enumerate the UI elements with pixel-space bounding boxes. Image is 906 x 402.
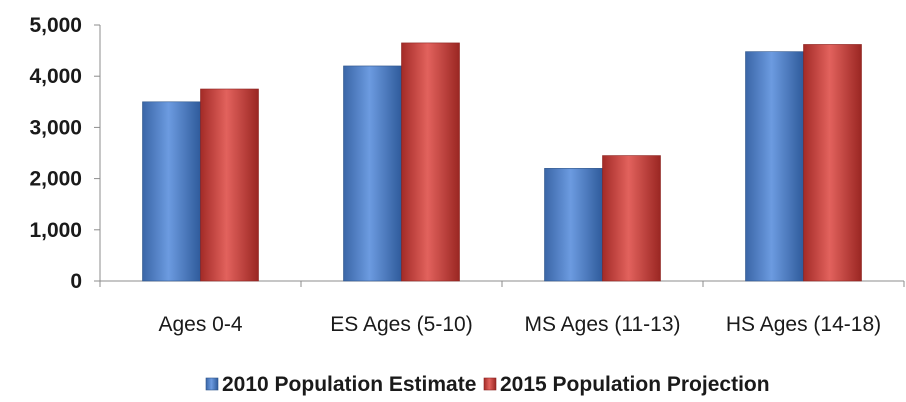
bar-2015-0 [200,88,259,282]
x-category-label: HS Ages (14-18) [726,313,881,336]
x-category-label: Ages 0-4 [158,313,242,336]
bar-2010-0 [142,101,201,282]
bar-2015-3 [803,44,862,282]
x-axis-categories: Ages 0-4 ES Ages (5-10) MS Ages (11-13) HS … [158,313,881,336]
bar-2015-1 [401,42,460,282]
y-tick-label: 2,000 [29,168,82,191]
y-tick-label: 0 [70,270,82,293]
bar-2010-2 [544,168,603,282]
y-axis-ticks: 0 1,000 2,000 3,000 4,000 5,000 [29,14,100,293]
y-tick-label: 3,000 [29,116,82,139]
bar-2015-2 [602,155,661,282]
legend-label-2010: 2010 Population Estimate [222,373,476,396]
y-tick-label: 1,000 [29,219,82,242]
bars [142,42,862,282]
legend-swatch-2010 [205,377,219,391]
y-tick-label: 4,000 [29,65,82,88]
x-category-label: ES Ages (5-10) [330,313,472,336]
legend-label-2015: 2015 Population Projection [500,373,770,396]
bar-2010-1 [343,65,402,282]
y-tick-label: 5,000 [29,14,82,37]
legend-swatch-2015 [483,377,497,391]
bar-2010-3 [745,51,804,282]
legend: 2010 Population Estimate 2015 Population … [205,373,770,396]
x-category-label: MS Ages (11-13) [524,313,680,336]
